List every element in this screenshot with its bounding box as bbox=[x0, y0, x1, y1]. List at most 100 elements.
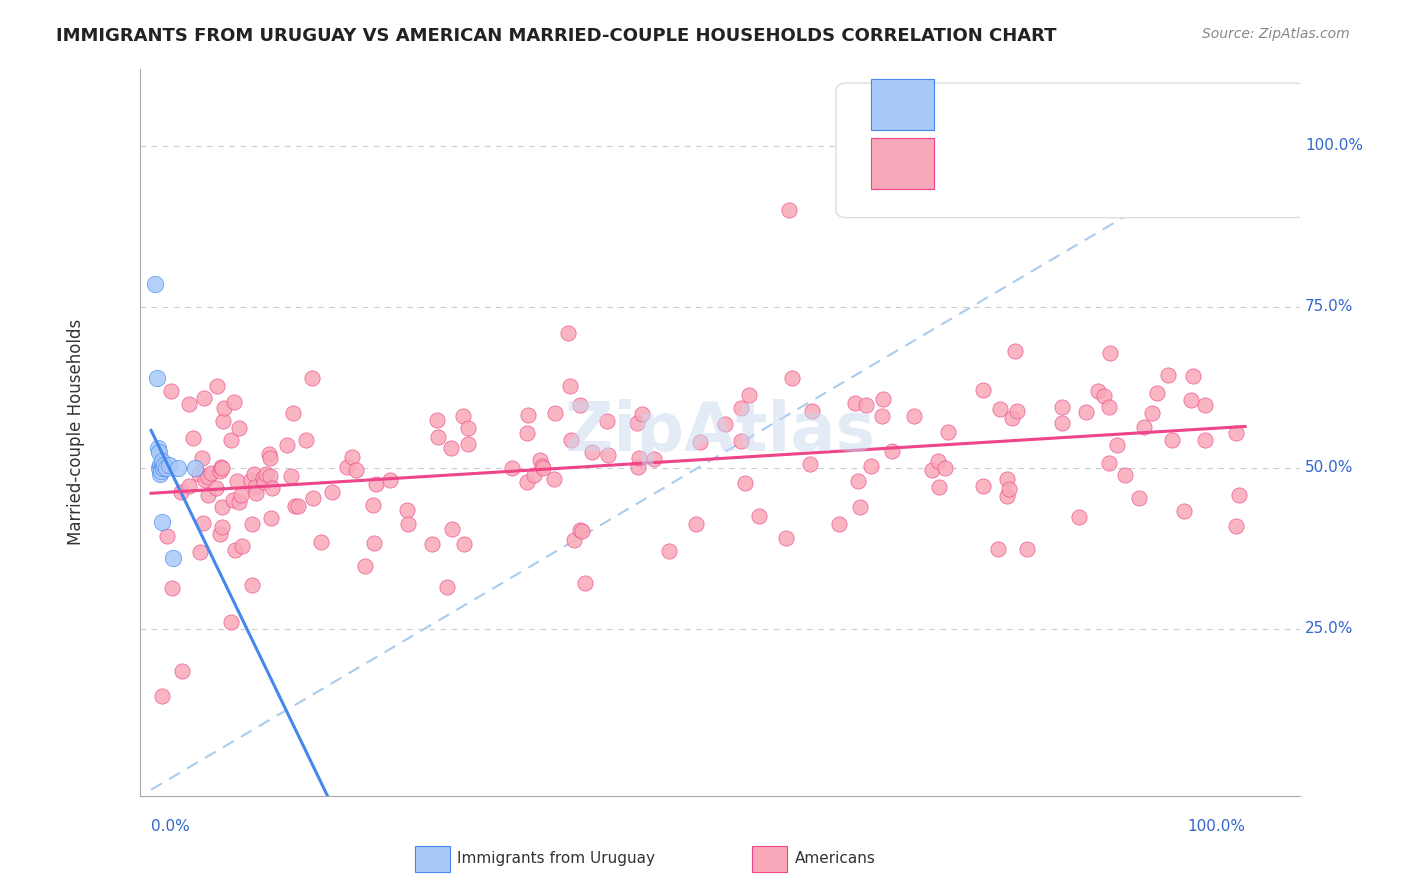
Point bbox=[928, 480, 950, 494]
Text: R = 0.080: R = 0.080 bbox=[963, 154, 1054, 172]
Point bbox=[1098, 400, 1121, 414]
Point bbox=[1128, 491, 1150, 505]
Point bbox=[451, 409, 474, 424]
Point bbox=[730, 401, 752, 416]
Text: 100.0%: 100.0% bbox=[1305, 138, 1364, 153]
Point bbox=[222, 395, 245, 409]
Point bbox=[145, 370, 167, 384]
Point bbox=[283, 406, 305, 420]
Point bbox=[1050, 417, 1073, 431]
Point bbox=[998, 483, 1021, 497]
Point bbox=[219, 615, 242, 630]
Point bbox=[1105, 438, 1128, 452]
Point bbox=[239, 473, 262, 487]
Point bbox=[211, 461, 233, 475]
Point bbox=[1087, 384, 1109, 399]
Text: 0.0%: 0.0% bbox=[150, 819, 190, 834]
Point bbox=[221, 492, 243, 507]
Point bbox=[658, 544, 681, 558]
Point bbox=[457, 437, 479, 451]
Point bbox=[1140, 406, 1163, 420]
Point bbox=[1157, 368, 1180, 382]
Text: Source: ZipAtlas.com: Source: ZipAtlas.com bbox=[1202, 27, 1350, 41]
Text: 75.0%: 75.0% bbox=[1305, 299, 1354, 314]
Point bbox=[295, 433, 318, 447]
Point bbox=[152, 460, 174, 475]
Point bbox=[426, 413, 449, 427]
Point bbox=[997, 472, 1019, 486]
Point bbox=[1114, 468, 1136, 483]
Point bbox=[631, 407, 654, 421]
Point bbox=[240, 577, 263, 591]
Point bbox=[627, 459, 650, 474]
Point bbox=[972, 383, 994, 397]
Point bbox=[149, 460, 172, 475]
Point bbox=[748, 509, 770, 524]
Bar bbox=[870, 137, 935, 188]
Point bbox=[643, 451, 665, 466]
Point bbox=[872, 409, 894, 423]
Point bbox=[344, 463, 367, 477]
Point bbox=[543, 472, 565, 486]
Point bbox=[205, 481, 228, 495]
Point bbox=[194, 473, 217, 487]
Point bbox=[1001, 411, 1024, 425]
Point bbox=[557, 326, 579, 340]
Point bbox=[228, 421, 250, 435]
Point bbox=[149, 458, 172, 472]
Point bbox=[148, 444, 170, 458]
Point bbox=[516, 426, 538, 441]
Point bbox=[581, 445, 603, 459]
Point bbox=[280, 469, 302, 483]
Point bbox=[544, 406, 567, 420]
Point bbox=[146, 442, 169, 456]
Point bbox=[628, 450, 651, 465]
Point bbox=[191, 516, 214, 530]
Point bbox=[1015, 542, 1038, 557]
Point bbox=[253, 475, 276, 489]
Point bbox=[1092, 389, 1115, 403]
Point bbox=[212, 401, 235, 415]
Point bbox=[160, 384, 183, 398]
Point bbox=[880, 443, 903, 458]
Point bbox=[156, 529, 179, 543]
Point bbox=[569, 523, 592, 537]
Text: Immigrants from Uruguay: Immigrants from Uruguay bbox=[457, 852, 655, 866]
Text: R = 0.458: R = 0.458 bbox=[963, 96, 1054, 114]
Point bbox=[224, 542, 246, 557]
Point bbox=[1182, 368, 1205, 383]
Point bbox=[197, 470, 219, 484]
Point bbox=[436, 580, 458, 594]
Point bbox=[846, 474, 869, 488]
Point bbox=[1227, 488, 1250, 502]
Point bbox=[211, 520, 233, 534]
Point bbox=[208, 464, 231, 478]
Point bbox=[209, 459, 232, 474]
Point bbox=[1225, 519, 1247, 533]
Point bbox=[778, 203, 800, 218]
Point bbox=[149, 464, 172, 478]
Point bbox=[849, 500, 872, 515]
Point bbox=[145, 277, 167, 292]
Point bbox=[516, 475, 538, 489]
Text: Americans: Americans bbox=[794, 852, 876, 866]
Point bbox=[713, 417, 735, 431]
Point bbox=[1132, 419, 1154, 434]
Point bbox=[240, 517, 263, 532]
Point bbox=[523, 468, 546, 483]
Point bbox=[354, 559, 377, 574]
Point bbox=[1225, 426, 1247, 441]
Point bbox=[252, 471, 274, 485]
Point bbox=[934, 460, 956, 475]
Point bbox=[440, 442, 463, 456]
Point bbox=[972, 478, 994, 492]
Point bbox=[157, 458, 180, 472]
Point bbox=[361, 498, 384, 512]
Point bbox=[363, 535, 385, 549]
Point bbox=[153, 458, 176, 472]
Point bbox=[730, 434, 752, 448]
Point bbox=[780, 370, 803, 384]
Point bbox=[259, 451, 281, 466]
Point bbox=[276, 437, 298, 451]
Point bbox=[1173, 503, 1195, 517]
